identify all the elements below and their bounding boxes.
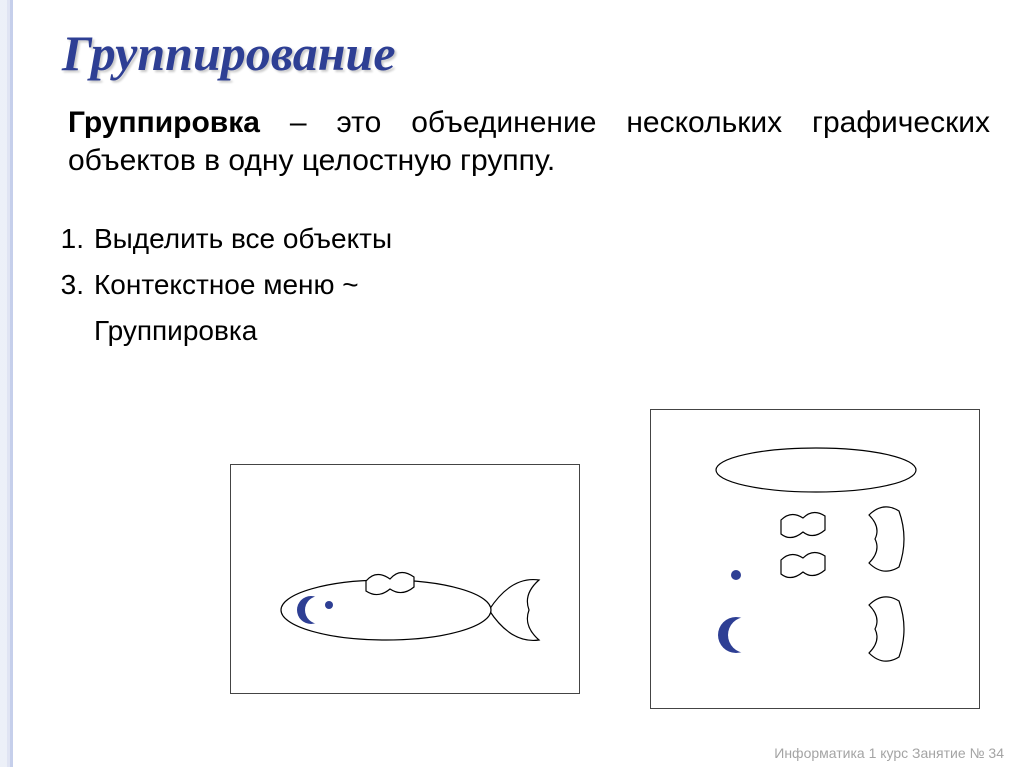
fish-gill [297,596,333,624]
definition-term: Группировка [68,106,260,139]
part-wave-small [781,552,825,577]
slide-content: Группирование Группировка – это объедине… [50,18,996,743]
slide-footer: Информатика 1 курс Занятие № 34 [774,745,1004,761]
diagram-grouped-fish [230,464,580,694]
step-number: 3. [50,269,94,301]
diagrams-area [230,409,996,719]
list-item: 1. Выделить все объекты [50,223,996,255]
list-item: Группировка [50,315,996,347]
list-item: 3. Контекстное меню ~ [50,269,996,301]
part-dot [731,570,741,580]
step-text: Контекстное меню ~ [94,269,359,301]
fish-eye [325,601,333,609]
part-wave-small [781,512,825,537]
part-ellipse [716,448,916,492]
part-wave-large [869,507,904,571]
fish-tail [489,580,539,641]
step-text: Группировка [94,315,257,347]
step-number: 1. [50,223,94,255]
definition-paragraph: Группировка – это объединение нескольких… [68,104,990,179]
slide-left-rail [0,0,36,767]
diagram-ungrouped-parts [650,409,980,709]
parts-svg [651,410,981,710]
part-wave-large [869,597,904,661]
fish-svg [231,465,581,695]
step-text: Выделить все объекты [94,223,392,255]
steps-list: 1. Выделить все объекты 3. Контекстное м… [50,223,996,347]
part-crescent [718,617,764,653]
slide-title: Группирование [62,24,996,82]
